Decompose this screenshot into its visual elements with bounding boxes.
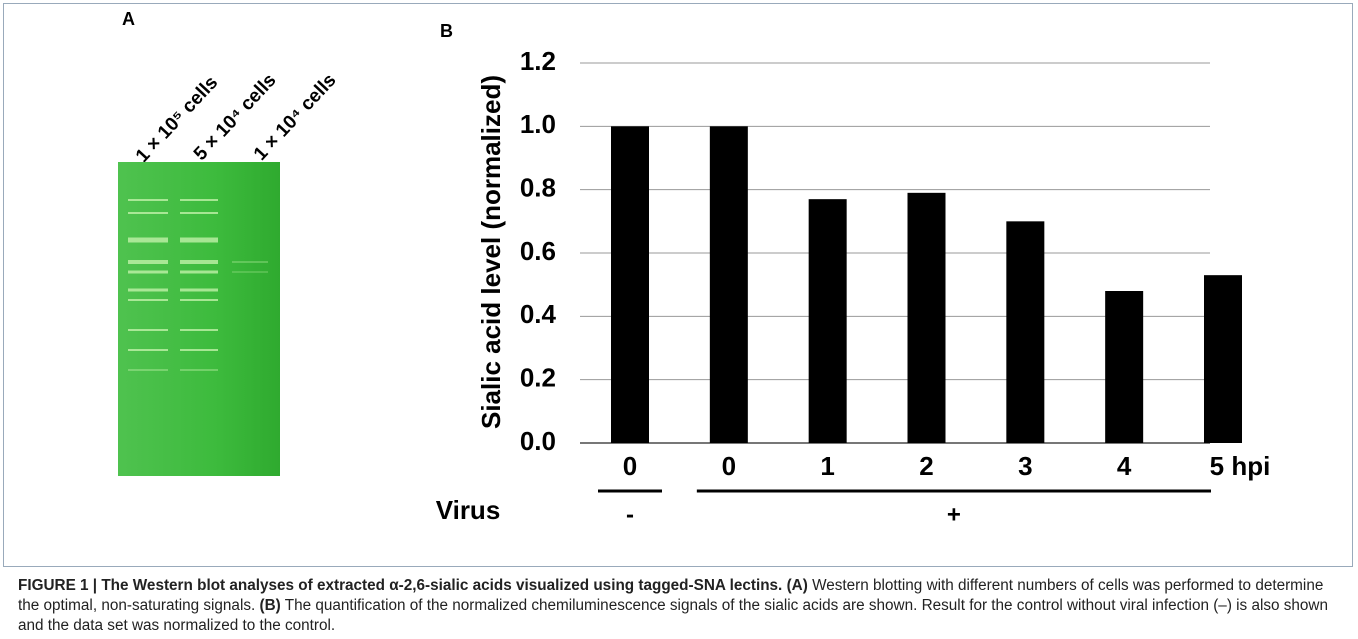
panel-label: B (440, 21, 453, 41)
x-tick-label: 5 hpi (1210, 451, 1271, 481)
y-tick-label: 0.2 (520, 363, 556, 393)
y-tick-label: 0.4 (520, 299, 557, 329)
lane-labels: 1 × 10⁵ cells 5 × 10⁴ cells 1 × 10⁴ cell… (132, 70, 341, 167)
blot-membrane (118, 162, 280, 476)
caption-panel-label: (B) (260, 597, 281, 614)
y-tick-label: 1.2 (520, 46, 556, 76)
x-tick-label: 0 (722, 451, 736, 481)
figure: A 1 × 10⁵ cells 5 × 10⁴ cells 1 × 10⁴ ce… (0, 0, 1358, 570)
panel-label: A (122, 9, 135, 29)
bar (809, 199, 847, 443)
blot (118, 162, 280, 476)
group-title: Virus (436, 495, 501, 525)
bar (908, 193, 946, 443)
group-label: + (947, 501, 961, 528)
bar (1204, 275, 1242, 443)
bar (1105, 291, 1143, 443)
x-tick-label: 1 (820, 451, 834, 481)
group-label: - (626, 501, 634, 528)
caption-panel-label: (A) (787, 577, 808, 594)
bar (1006, 221, 1044, 443)
caption: FIGURE 1 | The Western blot analyses of … (18, 576, 1343, 636)
y-tick-label: 0.0 (520, 426, 556, 456)
x-tick-label: 0 (623, 451, 637, 481)
y-tick-label: 0.8 (520, 173, 556, 203)
caption-title: FIGURE 1 | The Western blot analyses of … (18, 577, 782, 594)
x-tick-label: 2 (919, 451, 933, 481)
bar (710, 126, 748, 443)
x-tick-label: 4 (1117, 451, 1132, 481)
y-axis-label: Sialic acid level (normalized) (476, 75, 506, 429)
y-tick-label: 1.0 (520, 109, 556, 139)
bar (611, 126, 649, 443)
page: A 1 × 10⁵ cells 5 × 10⁴ cells 1 × 10⁴ ce… (0, 0, 1358, 639)
x-tick-label: 3 (1018, 451, 1032, 481)
y-tick-label: 0.6 (520, 236, 556, 266)
